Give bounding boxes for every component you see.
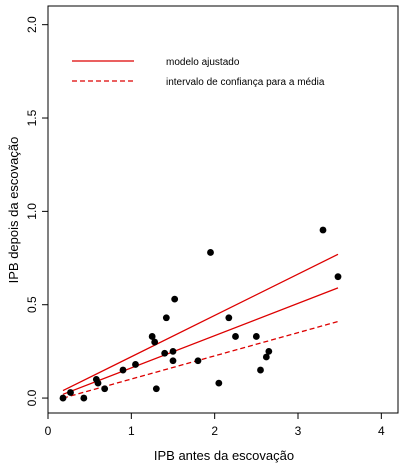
y-tick-label: 0.0 <box>25 389 39 406</box>
fit-lines <box>62 253 339 399</box>
data-point <box>152 385 160 393</box>
data-point <box>67 389 74 396</box>
legend: modelo ajustado intervalo de confiança p… <box>72 57 325 88</box>
data-point <box>207 249 214 256</box>
data-point <box>101 385 109 393</box>
data-point <box>334 273 342 281</box>
y-axis: 0.0 0.5 1.0 1.5 2.0 <box>25 16 48 406</box>
ci-upper-line <box>62 253 339 392</box>
legend-label-fitted: modelo ajustado <box>166 57 240 68</box>
data-point <box>265 347 273 355</box>
x-tick-label: 4 <box>378 424 385 438</box>
data-point <box>225 314 233 322</box>
data-point <box>148 333 156 340</box>
data-point <box>161 349 169 357</box>
data-point <box>59 394 67 402</box>
x-axis-label: IPB antes da escovação <box>154 448 294 463</box>
data-point <box>252 333 260 340</box>
data-point <box>194 357 202 365</box>
x-axis: 0 1 2 3 4 <box>45 413 385 438</box>
y-tick-label: 1.5 <box>25 109 39 126</box>
data-point <box>319 226 327 234</box>
y-axis-label: IPB depois da escovação <box>6 137 21 284</box>
x-tick-label: 1 <box>128 424 135 438</box>
x-tick-label: 0 <box>45 424 52 438</box>
data-point <box>215 379 223 387</box>
legend-label-ci: intervalo de confiança para a média <box>166 77 325 88</box>
data-point <box>262 353 270 361</box>
data-point <box>171 295 179 303</box>
x-tick-label: 2 <box>211 424 218 438</box>
data-point <box>132 361 139 368</box>
data-points <box>59 226 342 402</box>
y-tick-label: 1.0 <box>25 203 39 220</box>
data-point <box>257 366 264 374</box>
data-point <box>119 366 127 374</box>
data-point <box>94 379 102 387</box>
y-tick-label: 2.0 <box>25 16 39 33</box>
data-point <box>151 338 159 346</box>
plot-frame <box>47 5 399 414</box>
x-tick-label: 3 <box>295 424 302 438</box>
data-point <box>232 333 239 340</box>
data-point <box>169 357 177 365</box>
y-tick-label: 0.5 <box>25 296 39 313</box>
data-point <box>80 394 88 402</box>
data-point <box>169 347 177 355</box>
data-point <box>162 314 170 322</box>
fitted-line <box>62 287 339 395</box>
